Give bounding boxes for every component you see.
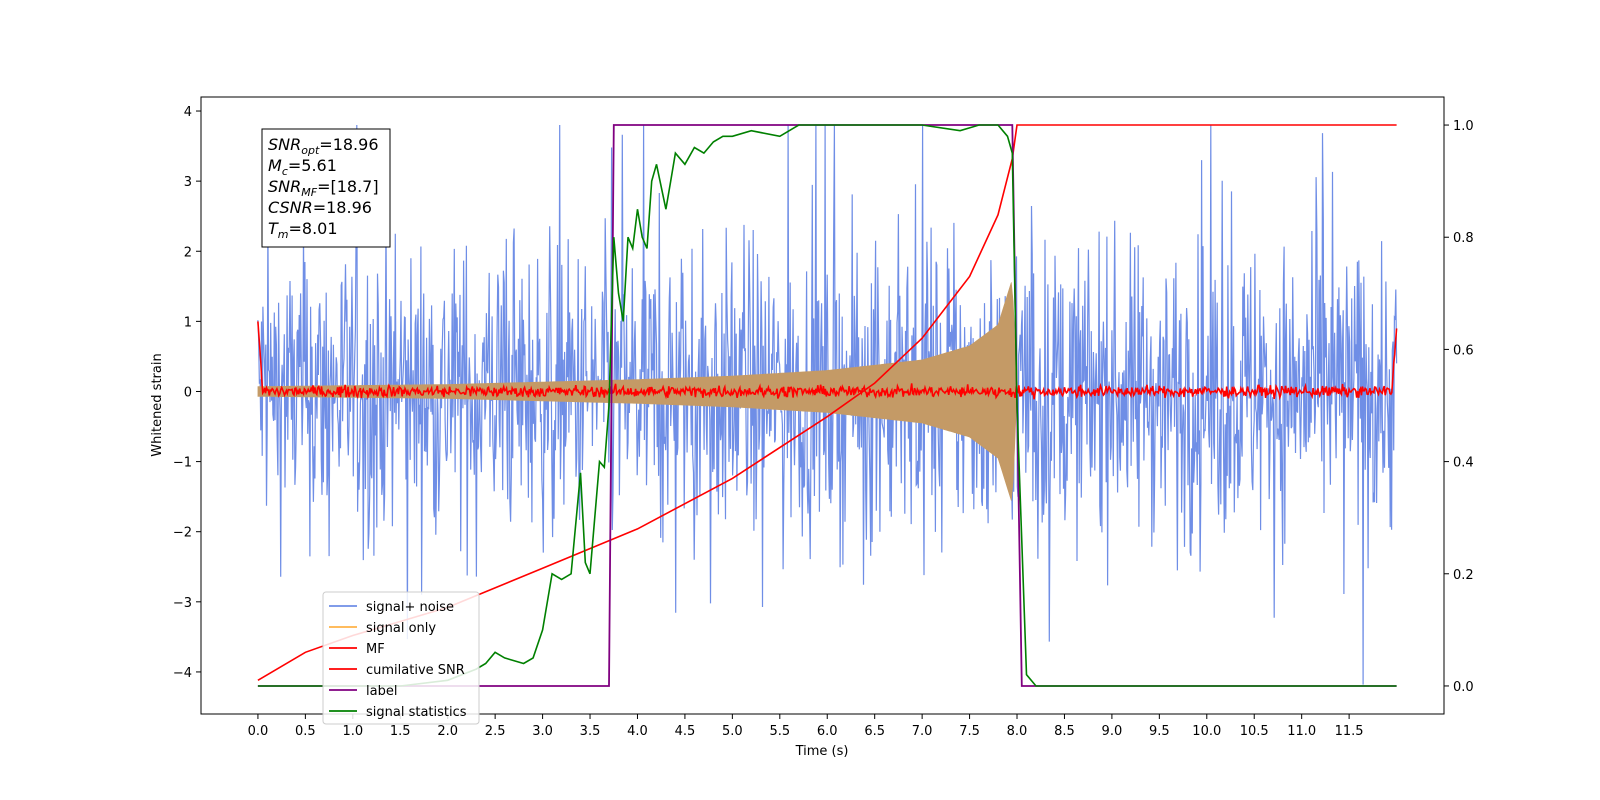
x-tick-label: 2.5 <box>485 724 506 739</box>
x-tick-label: 0.5 <box>295 724 316 739</box>
y-left-tick-label: 4 <box>184 105 192 120</box>
y-left-tick-label: 3 <box>184 175 192 190</box>
y-right-axis-ticks: 1.0 0.8 0.6 0.4 0.2 0.0 <box>1444 119 1474 695</box>
x-tick-label: 3.0 <box>532 724 553 739</box>
legend-label: signal statistics <box>366 705 467 720</box>
mf-line <box>257 321 1398 401</box>
x-tick-label: 8.0 <box>1007 724 1028 739</box>
y-right-tick-label: 0.6 <box>1453 343 1474 358</box>
x-tick-label: 11.5 <box>1335 724 1364 739</box>
y-right-tick-label: 0.8 <box>1453 231 1474 246</box>
y-left-tick-label: −4 <box>173 666 192 681</box>
snr-annotation-box: SNRopt=18.96Mc=5.61SNRMF=[18.7]CSNR=18.9… <box>261 128 391 248</box>
y-left-tick-label: 0 <box>184 385 192 400</box>
legend-frame <box>322 591 480 725</box>
mf-series <box>257 321 1398 401</box>
annotation-line: CSNR=18.96 <box>268 198 372 217</box>
y-left-tick-label: −2 <box>173 526 192 541</box>
signal-noise-line <box>257 124 1398 685</box>
y-left-axis-ticks: 4 3 2 1 0 −1 −2 −3 −4 <box>173 105 201 681</box>
x-tick-label: 10.0 <box>1192 724 1221 739</box>
x-axis-label: Time (s) <box>795 744 849 759</box>
x-tick-label: 7.5 <box>959 724 980 739</box>
x-tick-label: 8.5 <box>1054 724 1075 739</box>
x-tick-label: 6.5 <box>864 724 885 739</box>
annotation-line: Mc=5.61 <box>268 156 337 178</box>
y-left-tick-label: 1 <box>184 315 192 330</box>
annotation-line: SNRMF=[18.7] <box>268 177 379 199</box>
x-axis-ticks: 0.0 0.5 1.0 1.5 2.0 2.5 3.0 3.5 4.0 4.5 5.0 5.5 6.0 6… <box>248 714 1364 739</box>
annotation-line: Tm=8.01 <box>268 219 338 241</box>
annotation-frame <box>261 128 391 248</box>
legend-label: cumilative SNR <box>366 663 465 678</box>
signal-noise-series <box>257 124 1398 685</box>
x-tick-label: 1.0 <box>342 724 363 739</box>
x-tick-label: 7.0 <box>912 724 933 739</box>
plot-frame <box>200 96 1445 715</box>
y-right-tick-label: 0.4 <box>1453 456 1474 471</box>
x-tick-label: 1.5 <box>390 724 411 739</box>
x-tick-label: 6.0 <box>817 724 838 739</box>
x-tick-label: 0.0 <box>248 724 269 739</box>
y-left-tick-label: 2 <box>184 245 192 260</box>
x-tick-label: 3.5 <box>580 724 601 739</box>
legend-label: signal+ noise <box>366 600 454 615</box>
y-right-tick-label: 0.2 <box>1453 568 1474 583</box>
x-tick-label: 11.0 <box>1287 724 1316 739</box>
y-left-tick-label: −1 <box>173 456 192 471</box>
y-axis-label: Whitened strain <box>150 353 165 456</box>
annotation-line: SNRopt=18.96 <box>268 135 379 157</box>
x-tick-label: 5.5 <box>769 724 790 739</box>
signal-statistics-line <box>257 124 1397 687</box>
x-tick-label: 4.5 <box>675 724 696 739</box>
x-tick-label: 4.0 <box>627 724 648 739</box>
y-right-tick-label: 0.0 <box>1453 680 1474 695</box>
x-tick-label: 9.5 <box>1149 724 1170 739</box>
x-tick-label: 10.5 <box>1240 724 1269 739</box>
y-right-tick-label: 1.0 <box>1453 119 1474 134</box>
legend-label: signal only <box>366 621 436 636</box>
legend: signal+ noise signal only MF cumilative SNR… <box>322 591 480 725</box>
legend-label: MF <box>366 642 385 657</box>
x-tick-label: 5.0 <box>722 724 743 739</box>
legend-label: label <box>366 684 397 699</box>
x-tick-label: 2.0 <box>437 724 458 739</box>
x-tick-label: 9.0 <box>1102 724 1123 739</box>
y-left-tick-label: −3 <box>173 596 192 611</box>
